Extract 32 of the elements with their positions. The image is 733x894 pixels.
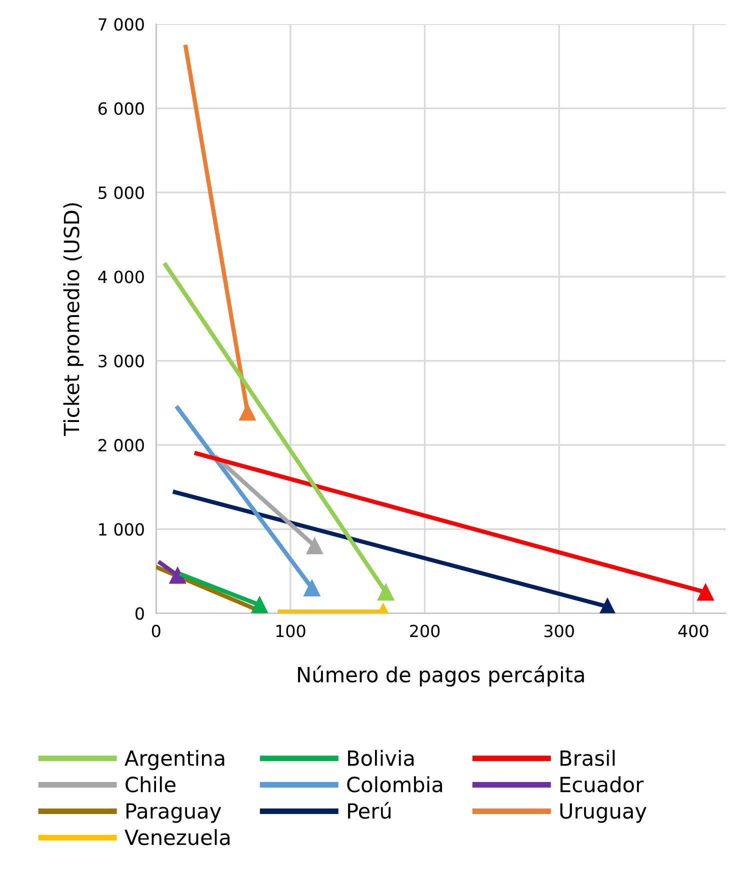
legend-label: Brasil — [560, 750, 615, 766]
point — [169, 567, 186, 584]
point — [306, 538, 323, 554]
point — [251, 596, 268, 614]
legend-label: Venezuela — [124, 829, 230, 846]
y-tick-label: 2 000 — [98, 438, 144, 452]
legend-label: Colombia — [347, 776, 442, 792]
y-tick-label: 0 — [136, 607, 144, 620]
y-axis-title: Ticket promedio (USD) — [63, 203, 84, 436]
x-tick-label: 0 — [152, 624, 160, 638]
x-tick-label: 200 — [410, 624, 440, 638]
y-tick-label: 5 000 — [98, 186, 144, 200]
legend-label: Chile — [126, 776, 176, 792]
legend-label: Paraguay — [126, 803, 222, 823]
y-tick-label: 3 000 — [98, 354, 144, 368]
point — [304, 580, 320, 596]
point — [377, 584, 394, 601]
x-axis-title: Número de pagos percápita — [298, 666, 584, 687]
y-tick-label: 1 000 — [99, 523, 144, 536]
y-tick-label: 4 000 — [98, 270, 144, 284]
legend-label: Uruguay — [560, 803, 646, 823]
legend-label: Argentina — [124, 750, 224, 770]
y-tick-label: 6 000 — [98, 102, 144, 115]
x-tick-label: 100 — [276, 624, 306, 638]
y-tick-label: 7 000 — [98, 18, 144, 31]
x-tick-label: 300 — [544, 624, 574, 638]
x-tick-label: 400 — [678, 624, 708, 638]
legend-label: Ecuador — [560, 776, 644, 792]
point — [697, 584, 714, 601]
point — [239, 404, 256, 420]
legend-label: Perú — [348, 802, 391, 819]
legend-label: Bolivia — [348, 750, 414, 766]
